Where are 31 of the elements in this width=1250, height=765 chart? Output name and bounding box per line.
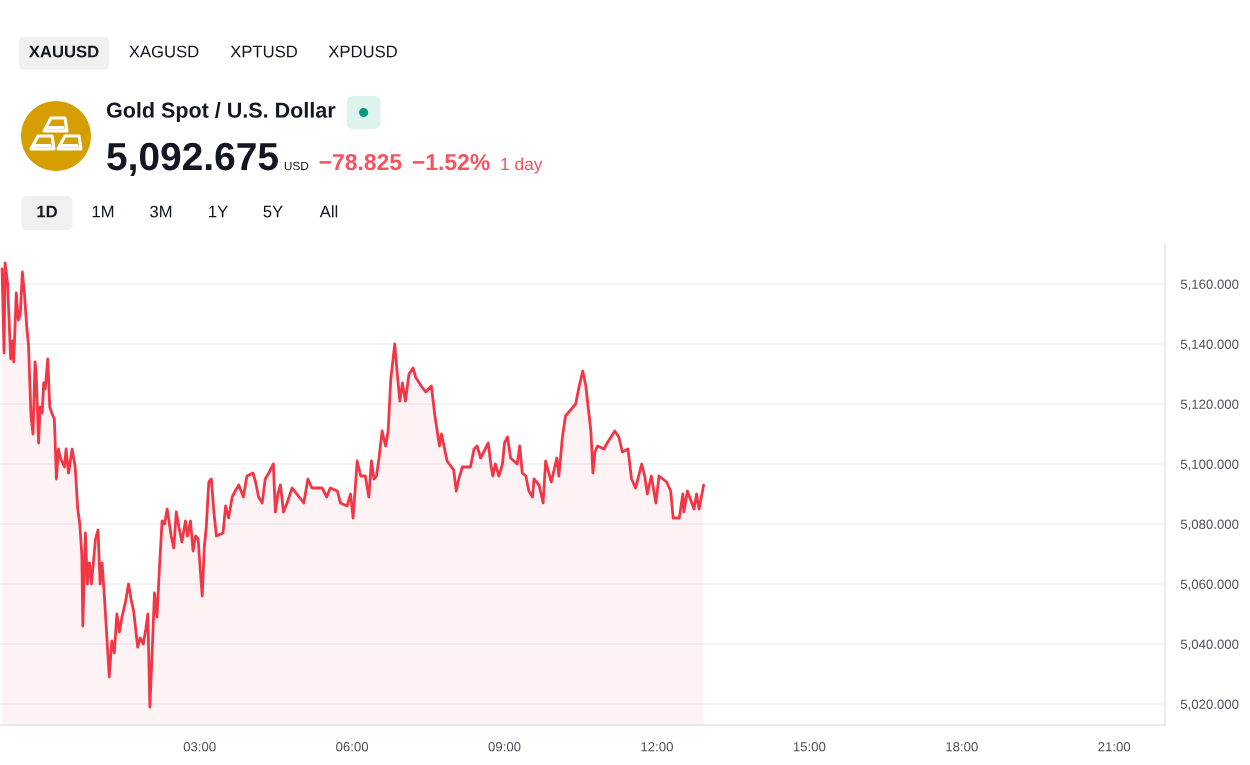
text: 5Y	[263, 205, 283, 218]
text: 1 day	[501, 157, 543, 174]
chart-title: Gold Spot / U.S. Dollar	[106, 101, 336, 123]
text: 3M	[150, 205, 172, 218]
text: XPTUSD	[230, 45, 297, 58]
text: 5,092.675	[107, 142, 278, 177]
x-tick-label: 06:00	[336, 742, 369, 752]
text: 1Y	[209, 205, 228, 218]
text: XAUUSD	[28, 45, 99, 58]
x-tick-label: 18:00	[946, 742, 978, 752]
x-tick-label: 09:00	[488, 742, 521, 752]
x-tick-label: 03:00	[183, 742, 216, 752]
x-tick-label: 12:00	[641, 742, 673, 752]
y-tick-label: 5,060.000	[1180, 579, 1239, 591]
text: −1.52%	[412, 154, 490, 171]
x-tick-label: 21:00	[1098, 742, 1131, 752]
y-tick-label: 5,140.000	[1180, 339, 1239, 351]
y-tick-label: 5,040.000	[1180, 639, 1239, 651]
y-tick-label: 5,080.000	[1180, 519, 1239, 531]
text: All	[319, 205, 338, 218]
text: 1M	[92, 205, 114, 218]
text: XAGUSD	[129, 45, 199, 58]
x-tick-label: 15:00	[793, 742, 826, 752]
text: XPDUSD	[328, 45, 397, 58]
y-tick-label: 5,020.000	[1180, 699, 1239, 711]
y-tick-label: 5,100.000	[1180, 459, 1239, 471]
text: −78.825	[319, 154, 402, 171]
y-tick-label: 5,160.000	[1180, 279, 1239, 291]
text: 1D	[37, 205, 57, 218]
y-tick-label: 5,120.000	[1180, 399, 1239, 411]
text: USD	[284, 161, 309, 171]
